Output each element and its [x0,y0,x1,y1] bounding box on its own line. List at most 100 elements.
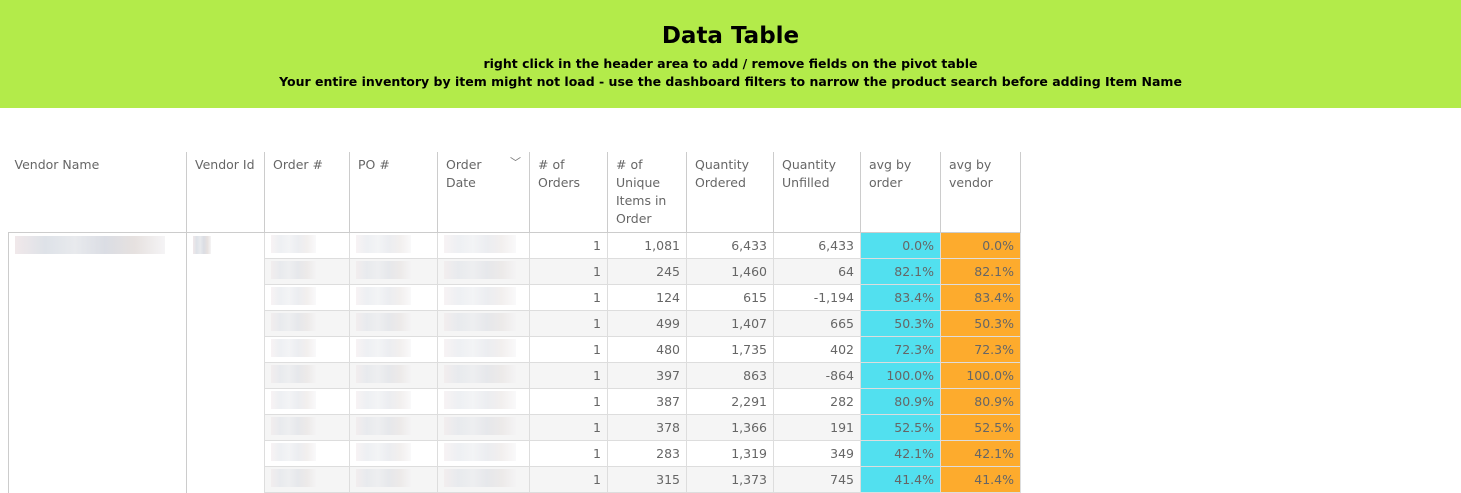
redacted-block [444,235,516,253]
unique-cell: 245 [607,258,687,285]
avg-vendor-cell: 80.9% [940,388,1021,415]
redacted-block [444,313,516,331]
unfilled-cell: 191 [773,414,861,441]
unique-cell: 124 [607,284,687,311]
avg-order-cell: 80.9% [860,388,941,415]
po-number-cell [349,284,438,311]
qty-cell: 6,433 [686,232,774,259]
column-header[interactable]: Vendor Name [8,152,187,233]
unique-cell: 397 [607,362,687,389]
avg-vendor-cell: 50.3% [940,310,1021,337]
order-number-cell [264,414,350,441]
redacted-block [271,469,316,487]
avg-order-cell: 72.3% [860,336,941,363]
table-row: 1 499 1,407 665 50.3% 50.3% [9,310,1021,337]
orders-cell: 1 [529,310,608,337]
unfilled-cell: 665 [773,310,861,337]
column-header[interactable]: # of Unique Items in Order [607,152,687,233]
order-date-cell [437,232,530,259]
order-date-cell [437,284,530,311]
unique-cell: 499 [607,310,687,337]
redacted-block [444,443,516,461]
order-number-cell [264,362,350,389]
table-row: 1 283 1,319 349 42.1% 42.1% [9,440,1021,467]
unfilled-cell: 402 [773,336,861,363]
column-header[interactable]: Order Date ﹀ [437,152,530,233]
column-header[interactable]: avg by vendor [940,152,1021,233]
unfilled-cell: 349 [773,440,861,467]
avg-vendor-cell: 83.4% [940,284,1021,311]
redacted-block [444,287,516,305]
po-number-cell [349,336,438,363]
column-header-label: Order Date [446,157,482,190]
unfilled-cell: 64 [773,258,861,285]
avg-vendor-cell: 82.1% [940,258,1021,285]
avg-order-cell: 100.0% [860,362,941,389]
redacted-block [271,287,316,305]
column-header-label: # of Unique Items in Order [616,157,667,226]
pivot-table: Vendor Name Vendor Id Order # PO # Order Dat… [8,152,1021,493]
order-date-cell [437,258,530,285]
orders-cell: 1 [529,388,608,415]
order-date-cell [437,388,530,415]
order-date-cell [437,310,530,337]
po-number-cell [349,440,438,467]
redacted-block [356,469,411,487]
table-row: 1 378 1,366 191 52.5% 52.5% [9,414,1021,441]
orders-cell: 1 [529,284,608,311]
avg-vendor-cell: 42.1% [940,440,1021,467]
redacted-block [444,417,516,435]
unique-cell: 315 [607,466,687,493]
orders-cell: 1 [529,440,608,467]
redacted-block [271,235,316,253]
order-number-cell [264,336,350,363]
avg-vendor-cell: 41.4% [940,466,1021,493]
vendor-name-cell [8,232,187,493]
qty-cell: 1,319 [686,440,774,467]
column-header[interactable]: avg by order [860,152,941,233]
unique-cell: 1,081 [607,232,687,259]
table-row: 1 124 615 -1,194 83.4% 83.4% [9,284,1021,311]
redacted-block [444,365,516,383]
po-number-cell [349,232,438,259]
table-row: 1 1,081 6,433 6,433 0.0% 0.0% [8,232,1021,493]
column-header[interactable]: Order # [264,152,350,233]
chevron-down-icon[interactable]: ﹀ [510,156,521,169]
table-row: 1 245 1,460 64 82.1% 82.1% [9,258,1021,285]
column-header[interactable]: Vendor Id [186,152,265,233]
unfilled-cell: 282 [773,388,861,415]
redacted-block [356,339,411,357]
avg-vendor-cell: 52.5% [940,414,1021,441]
avg-order-cell: 50.3% [860,310,941,337]
redacted-block [356,417,411,435]
redacted-block [356,365,411,383]
po-number-cell [349,388,438,415]
orders-cell: 1 [529,232,608,259]
redacted-block [193,236,211,254]
order-date-cell [437,362,530,389]
column-header-label: Quantity Ordered [695,157,750,190]
po-number-cell [349,310,438,337]
column-header[interactable]: # of Orders [529,152,608,233]
avg-vendor-cell: 100.0% [940,362,1021,389]
unfilled-cell: -864 [773,362,861,389]
column-header-label: Quantity Unfilled [782,157,837,190]
order-number-cell [264,232,350,259]
order-date-cell [437,466,530,493]
orders-cell: 1 [529,466,608,493]
po-number-cell [349,466,438,493]
column-header-label: Vendor Id [195,157,255,172]
redacted-block [356,313,411,331]
redacted-block [356,443,411,461]
column-header[interactable]: PO # [349,152,438,233]
column-header-label: # of Orders [538,157,581,190]
qty-cell: 1,373 [686,466,774,493]
redacted-block [271,391,316,409]
unique-cell: 480 [607,336,687,363]
redacted-block [356,235,411,253]
column-header[interactable]: Quantity Ordered [686,152,774,233]
order-date-cell [437,414,530,441]
order-date-cell [437,440,530,467]
column-header[interactable]: Quantity Unfilled [773,152,861,233]
avg-order-cell: 83.4% [860,284,941,311]
